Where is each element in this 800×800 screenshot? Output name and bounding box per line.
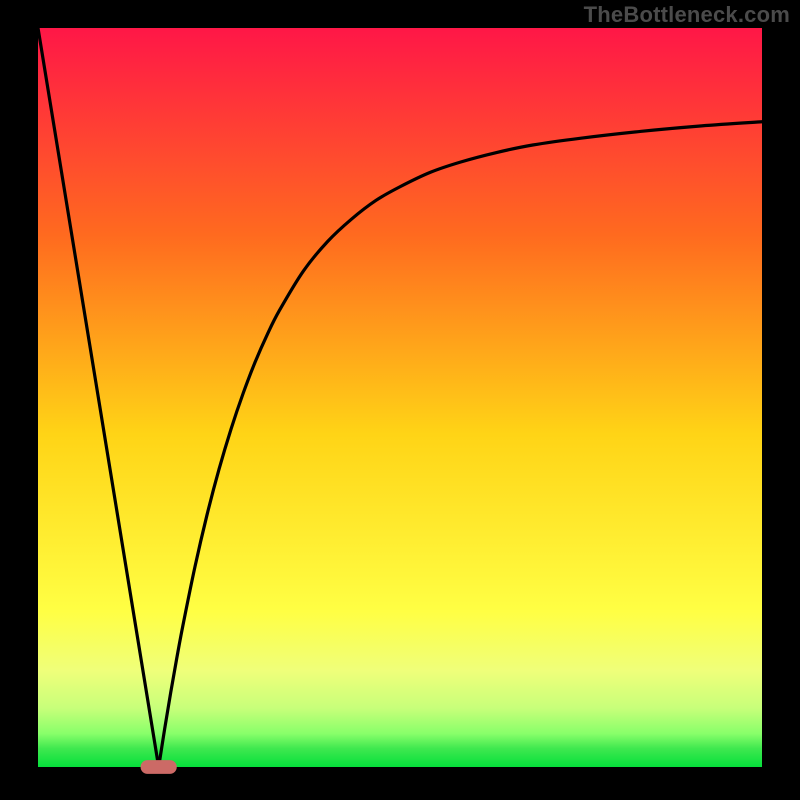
min-marker <box>141 760 177 774</box>
watermark-text: TheBottleneck.com <box>584 2 790 28</box>
bottleneck-chart <box>0 0 800 800</box>
chart-frame: TheBottleneck.com <box>0 0 800 800</box>
plot-background <box>38 28 762 767</box>
